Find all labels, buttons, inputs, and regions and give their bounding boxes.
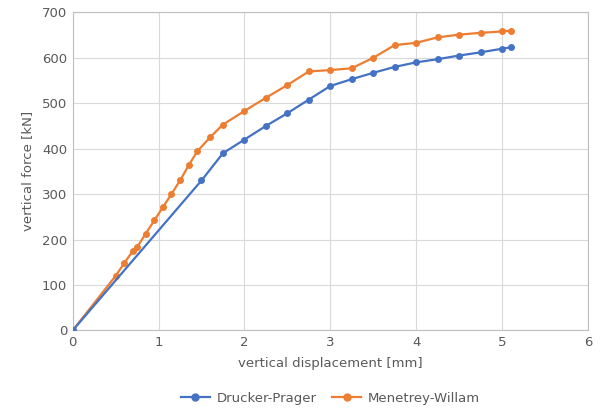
Menetrey-Willam <box>193 149 201 154</box>
Line: Menetrey-Willam: Menetrey-Willam <box>69 27 514 334</box>
Menetrey-Willam <box>262 95 270 100</box>
Drucker-Prager <box>219 151 227 156</box>
Menetrey-Willam <box>185 163 192 168</box>
Menetrey-Willam <box>133 245 141 250</box>
Menetrey-Willam <box>207 135 214 140</box>
Drucker-Prager <box>507 45 514 50</box>
Menetrey-Willam <box>305 69 313 74</box>
Drucker-Prager <box>413 60 420 65</box>
Drucker-Prager <box>69 328 76 333</box>
Menetrey-Willam <box>413 40 420 45</box>
Drucker-Prager <box>198 178 205 183</box>
Drucker-Prager <box>305 97 313 102</box>
Legend: Drucker-Prager, Menetrey-Willam: Drucker-Prager, Menetrey-Willam <box>175 386 485 410</box>
Menetrey-Willam <box>498 29 505 34</box>
Drucker-Prager <box>370 70 377 75</box>
Menetrey-Willam <box>241 109 248 114</box>
Drucker-Prager <box>262 123 270 128</box>
Drucker-Prager <box>327 83 334 88</box>
Menetrey-Willam <box>168 192 175 197</box>
Menetrey-Willam <box>370 55 377 60</box>
Menetrey-Willam <box>477 30 484 35</box>
Menetrey-Willam <box>151 218 158 223</box>
Y-axis label: vertical force [kN]: vertical force [kN] <box>21 112 33 231</box>
Drucker-Prager <box>241 137 248 142</box>
Drucker-Prager <box>498 46 505 51</box>
Menetrey-Willam <box>507 28 514 33</box>
Menetrey-Willam <box>69 328 76 333</box>
Menetrey-Willam <box>284 83 291 88</box>
Line: Drucker-Prager: Drucker-Prager <box>69 44 514 334</box>
Menetrey-Willam <box>327 68 334 73</box>
Menetrey-Willam <box>142 231 149 236</box>
Menetrey-Willam <box>434 35 441 40</box>
Menetrey-Willam <box>176 178 184 183</box>
Menetrey-Willam <box>159 205 167 210</box>
Menetrey-Willam <box>129 248 136 253</box>
Drucker-Prager <box>434 57 441 62</box>
Menetrey-Willam <box>391 43 398 47</box>
Drucker-Prager <box>348 77 355 82</box>
Menetrey-Willam <box>219 122 227 127</box>
Menetrey-Willam <box>121 261 128 266</box>
X-axis label: vertical displacement [mm]: vertical displacement [mm] <box>238 357 422 370</box>
Drucker-Prager <box>456 53 463 58</box>
Menetrey-Willam <box>348 66 355 71</box>
Menetrey-Willam <box>112 273 119 278</box>
Menetrey-Willam <box>456 32 463 37</box>
Drucker-Prager <box>477 50 484 55</box>
Drucker-Prager <box>284 111 291 116</box>
Drucker-Prager <box>391 64 398 69</box>
